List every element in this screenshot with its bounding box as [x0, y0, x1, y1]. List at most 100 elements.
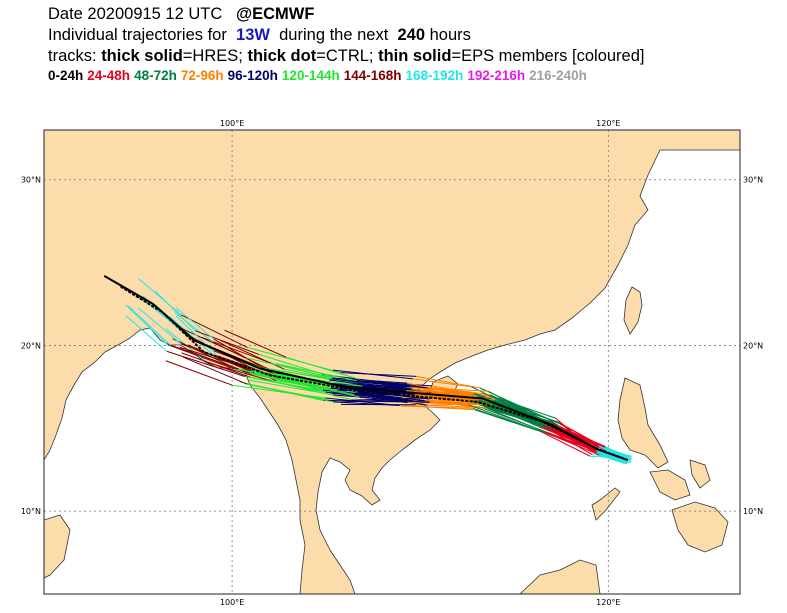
- land-sri-lanka-shelf: [44, 514, 71, 579]
- eps-key: thin solid: [378, 47, 452, 65]
- eps-track-segment: [125, 304, 168, 346]
- lat-tick-label: 10°N: [21, 507, 41, 516]
- legend-item-48-72h: 48-72h: [134, 68, 177, 83]
- date-label: Date 20200915 12 UTC: [48, 5, 223, 23]
- header-line-tracks: tracks: thick solid=HRES; thick dot=CTRL…: [48, 46, 644, 66]
- land-layer: [44, 130, 740, 594]
- eps-track-segment: [325, 397, 400, 406]
- legend-item-120-144h: 120-144h: [281, 68, 340, 83]
- eps-track-segment: [251, 368, 341, 389]
- eps-track-segment: [181, 352, 251, 378]
- land-taiwan: [623, 286, 643, 335]
- eps-track-segment: [560, 426, 607, 452]
- legend-item-24-48h: 24-48h: [87, 68, 131, 83]
- eps-track-segment: [359, 396, 430, 403]
- ctrl-val: =CTRL;: [316, 47, 374, 65]
- eps-track-segment: [466, 395, 540, 428]
- eps-track-segment: [340, 372, 417, 377]
- ctrl-track: [118, 284, 629, 461]
- land-mindanao: [671, 501, 729, 553]
- eps-track-segment: [328, 379, 407, 392]
- eps-track-segment: [194, 330, 260, 356]
- land-luzon: [617, 377, 669, 469]
- land-mainland-asia: [44, 130, 740, 594]
- eps-track-segment: [356, 380, 428, 389]
- traj-prefix: Individual trajectories for: [48, 26, 227, 44]
- eps-track-segment: [332, 377, 408, 384]
- land-visayas: [649, 459, 711, 501]
- legend-item-192-216h: 192-216h: [467, 68, 526, 83]
- time-legend: 0-24h 24-48h 48-72h 72-96h 96-120h 120-144h 14…: [48, 68, 591, 83]
- legend-item-168-192h: 168-192h: [405, 68, 464, 83]
- eps-track-segment: [479, 406, 547, 433]
- header-line-date: Date 20200915 12 UTC @ECMWF: [48, 4, 314, 24]
- eps-track-segment: [407, 382, 472, 398]
- hours-suffix: hours: [429, 26, 471, 44]
- eps-track-segment: [429, 401, 492, 406]
- eps-track-segment: [169, 316, 215, 357]
- deterministic-tracks: [103, 274, 629, 461]
- eps-track-segment: [424, 398, 488, 403]
- eps-track-segment: [187, 344, 255, 374]
- eps-track-segment: [340, 387, 416, 396]
- eps-track-segment: [201, 336, 272, 364]
- eps-track-segment: [473, 402, 543, 427]
- header-line-trajectories: Individual trajectories for 13W during t…: [48, 25, 471, 45]
- eps-track-segment: [347, 393, 425, 401]
- eps-track-segment: [272, 372, 363, 387]
- lon-tick-label: 100°E: [220, 598, 244, 607]
- storm-id: 13W: [236, 26, 270, 44]
- eps-track-segment: [125, 315, 168, 352]
- land-palawan: [591, 487, 621, 521]
- eps-track-segment: [427, 387, 489, 392]
- org-label: @ECMWF: [236, 5, 315, 23]
- lat-tick-label: 20°N: [743, 341, 763, 350]
- eps-track-segment: [138, 307, 182, 345]
- tick-labels: 100°E 100°E 120°E 120°E 30°N 30°N 20°N 20°N 10°N…: [21, 119, 763, 607]
- map-frame: [43, 129, 741, 595]
- tracks-prefix: tracks:: [48, 47, 97, 65]
- lat-tick-label: 20°N: [21, 341, 41, 350]
- hres-key: thick solid: [101, 47, 183, 65]
- eps-track-segment: [474, 409, 541, 432]
- eps-track-segment: [127, 305, 171, 346]
- eps-track-segment: [406, 390, 474, 394]
- legend-item-216-240h: 216-240h: [529, 68, 587, 83]
- eps-track-segment: [365, 380, 432, 387]
- eps-track-segment: [259, 354, 343, 381]
- eps-track-segment: [494, 399, 561, 428]
- eps-track-segment: [224, 329, 287, 358]
- eps-track-segment: [244, 375, 326, 393]
- eps-track-segment: [165, 360, 233, 386]
- eps-track-segment: [232, 384, 326, 399]
- ctrl-key: thick dot: [247, 47, 317, 65]
- lon-tick-label: 120°E: [596, 119, 620, 128]
- legend-item-96-120h: 96-120h: [227, 68, 278, 83]
- eps-track-segment: [332, 369, 414, 380]
- eps-track-segment: [154, 290, 196, 332]
- eps-track-segment: [331, 378, 410, 388]
- hres-val: =HRES;: [182, 47, 243, 65]
- eps-val: =EPS members [coloured]: [451, 47, 645, 65]
- traj-middle: during the next: [279, 26, 389, 44]
- eps-track-segment: [138, 278, 182, 316]
- eps-track-segment: [180, 314, 248, 348]
- eps-track-segment: [416, 375, 480, 389]
- eps-track-segment: [183, 356, 248, 385]
- eps-track-segment: [166, 350, 245, 377]
- legend-item-72-96h: 72-96h: [180, 68, 224, 83]
- lon-tick-label: 120°E: [596, 598, 620, 607]
- eps-track-segment: [172, 338, 239, 370]
- eps-track-segment: [175, 325, 247, 359]
- eps-track-segment: [399, 404, 475, 411]
- land-borneo-tip: [519, 559, 601, 594]
- lat-tick-label: 30°N: [743, 176, 763, 185]
- lat-tick-label: 10°N: [743, 507, 763, 516]
- eps-track-segment: [246, 357, 333, 379]
- eps-track-segment: [412, 378, 472, 388]
- eps-track-segment: [409, 386, 475, 394]
- eps-track-segment: [322, 399, 400, 403]
- legend-item-144-168h: 144-168h: [343, 68, 402, 83]
- eps-track-segment: [248, 379, 334, 396]
